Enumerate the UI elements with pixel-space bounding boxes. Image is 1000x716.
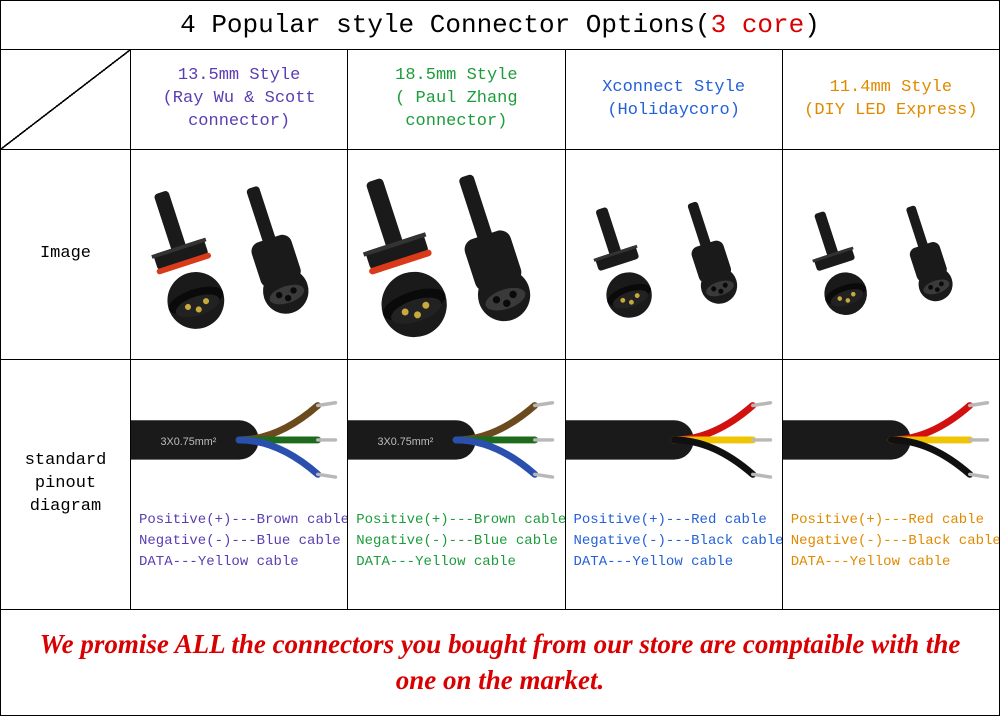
page: 4 Popular style Connector Options(3 core… [0,0,1000,716]
pinout-val: Yellow cable [198,554,299,570]
svg-text:3X0.75mm²: 3X0.75mm² [160,436,216,448]
pinout-lines: Positive(+)---Red cableNegative(-)---Bla… [566,510,782,579]
cable-diagram [566,360,782,510]
header-line: (Ray Wu & Scott [163,88,316,111]
pinout-line: Negative(-)---Blue cable [139,531,339,552]
connector-svg [135,154,343,355]
pinout-val: Brown cable [474,512,566,528]
pinout-sep: --- [390,554,415,570]
row-label-image: Image [1,150,131,360]
pinout-val: Brown cable [257,512,349,528]
cable-svg: 3X0.75mm² [348,360,564,510]
comparison-grid: 13.5mm Style(Ray Wu & Scottconnector) 18… [0,50,1000,610]
pinout-sep: --- [666,512,691,528]
pinout-line: Positive(+)---Red cable [574,510,774,531]
header-line: (Holidaycoro) [607,100,740,123]
cable-diagram: 3X0.75mm² [348,360,564,510]
cable-svg [783,360,999,510]
pinout-line: Negative(-)---Black cable [574,531,774,552]
pinout-key: Negative(-) [356,533,448,549]
col-header-4: 11.4mm Style(DIY LED Express) [783,50,1000,150]
pinout-val: Yellow cable [632,554,733,570]
pinout-cell-2: 3X0.75mm²Positive(+)---Brown cableNegati… [348,360,565,610]
pinout-sep: --- [231,533,256,549]
col-header-3: Xconnect Style(Holidaycoro) [566,50,783,150]
pinout-key: DATA [574,554,608,570]
pinout-key: Negative(-) [791,533,883,549]
pinout-key: Positive(+) [356,512,448,528]
pinout-key: DATA [139,554,173,570]
title-close: ) [804,10,820,40]
corner-cell [1,50,131,150]
image-cell-3 [566,150,783,360]
pinout-val: Blue cable [257,533,341,549]
connector-svg [570,154,778,355]
connector-svg [352,154,560,355]
connector-svg [787,154,995,355]
col-header-1: 13.5mm Style(Ray Wu & Scottconnector) [131,50,348,150]
pinout-key: DATA [791,554,825,570]
pinout-line: Positive(+)---Brown cable [356,510,556,531]
pinout-cell-4: Positive(+)---Red cableNegative(-)---Bla… [783,360,1000,610]
pinout-val: Yellow cable [415,554,516,570]
pinout-sep: --- [824,554,849,570]
cable-svg: 3X0.75mm² [131,360,347,510]
pinout-sep: --- [607,554,632,570]
pinout-val: Black cable [691,533,783,549]
pinout-val: Blue cable [474,533,558,549]
pinout-line: Positive(+)---Brown cable [139,510,339,531]
pinout-sep: --- [449,533,474,549]
header-line: 13.5mm Style [178,65,300,88]
pinout-line: Positive(+)---Red cable [791,510,991,531]
col-header-2: 18.5mm Style( Paul Zhangconnector) [348,50,565,150]
pinout-line: DATA---Yellow cable [574,552,774,573]
image-cell-2 [348,150,565,360]
pinout-line: DATA---Yellow cable [791,552,991,573]
header-line: Xconnect Style [602,77,745,100]
title-bar: 4 Popular style Connector Options(3 core… [0,0,1000,50]
pinout-lines: Positive(+)---Brown cableNegative(-)---B… [348,510,564,579]
title-main: 4 Popular style Connector Options( [180,10,711,40]
pinout-val: Yellow cable [850,554,951,570]
header-line: ( Paul Zhang [395,88,517,111]
pinout-cell-3: Positive(+)---Red cableNegative(-)---Bla… [566,360,783,610]
pinout-line: Negative(-)---Blue cable [356,531,556,552]
pinout-key: Negative(-) [574,533,666,549]
pinout-line: Negative(-)---Black cable [791,531,991,552]
pinout-line: DATA---Yellow cable [356,552,556,573]
pinout-sep: --- [883,512,908,528]
pinout-key: Positive(+) [791,512,883,528]
pinout-lines: Positive(+)---Brown cableNegative(-)---B… [131,510,347,579]
pinout-sep: --- [883,533,908,549]
pinout-key: Positive(+) [139,512,231,528]
pinout-val: Black cable [908,533,1000,549]
title-core: 3 core [711,10,805,40]
pinout-val: Red cable [691,512,767,528]
pinout-val: Red cable [908,512,984,528]
footer-promise: We promise ALL the connectors you bought… [0,610,1000,716]
image-cell-4 [783,150,1000,360]
pinout-line: DATA---Yellow cable [139,552,339,573]
pinout-lines: Positive(+)---Red cableNegative(-)---Bla… [783,510,999,579]
svg-text:3X0.75mm²: 3X0.75mm² [378,436,434,448]
cable-svg [566,360,782,510]
pinout-key: DATA [356,554,390,570]
row-label-pinout: standard pinout diagram [1,360,131,610]
pinout-key: Positive(+) [574,512,666,528]
pinout-sep: --- [231,512,256,528]
header-line: 11.4mm Style [830,77,952,100]
pinout-sep: --- [449,512,474,528]
image-cell-1 [131,150,348,360]
cable-diagram: 3X0.75mm² [131,360,347,510]
header-line: connector) [188,111,290,134]
pinout-key: Negative(-) [139,533,231,549]
pinout-sep: --- [666,533,691,549]
header-line: connector) [405,111,507,134]
cable-diagram [783,360,999,510]
header-line: (DIY LED Express) [804,100,977,123]
pinout-sep: --- [173,554,198,570]
pinout-cell-1: 3X0.75mm²Positive(+)---Brown cableNegati… [131,360,348,610]
header-line: 18.5mm Style [395,65,517,88]
